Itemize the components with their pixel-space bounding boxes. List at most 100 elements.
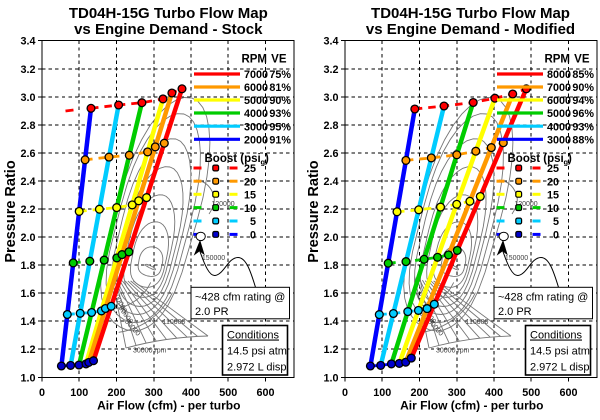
svg-text:3.2: 3.2 (20, 64, 35, 76)
svg-text:4000: 4000 (244, 108, 268, 120)
svg-text:): ) (265, 153, 269, 165)
svg-text:2.4: 2.4 (323, 176, 338, 188)
svg-text:93%: 93% (572, 121, 594, 133)
svg-text:0: 0 (250, 230, 256, 242)
svg-text:30000 rpm: 30000 rpm (133, 348, 167, 355)
svg-text:vs Engine Demand - Stock: vs Engine Demand - Stock (74, 21, 263, 38)
svg-text:81%: 81% (269, 82, 291, 94)
svg-text:30000 rpm: 30000 rpm (436, 348, 470, 355)
svg-text:1.4: 1.4 (20, 316, 35, 328)
svg-text:2.972 L disp: 2.972 L disp (227, 362, 287, 374)
svg-text:2.972 L disp: 2.972 L disp (530, 362, 590, 374)
svg-text:0: 0 (342, 387, 348, 399)
svg-text:Air Flow (cfm) - per turbo: Air Flow (cfm) - per turbo (400, 399, 543, 413)
svg-text:5: 5 (553, 216, 559, 228)
svg-text:2000: 2000 (244, 135, 268, 147)
svg-text:2.2: 2.2 (20, 204, 35, 216)
svg-text:200: 200 (107, 387, 125, 399)
svg-text:0: 0 (39, 387, 45, 399)
svg-text:1.8: 1.8 (323, 260, 338, 272)
svg-text:10: 10 (547, 203, 559, 215)
svg-text:75%: 75% (269, 69, 291, 81)
svg-text:vs Engine Demand - Modified: vs Engine Demand - Modified (366, 21, 575, 38)
svg-text:91%: 91% (269, 135, 291, 147)
svg-text:500: 500 (522, 387, 540, 399)
svg-text:20: 20 (244, 176, 256, 188)
svg-text:~428 cfm rating @: ~428 cfm rating @ (195, 292, 285, 304)
svg-text:85%: 85% (572, 69, 594, 81)
svg-text:5000: 5000 (244, 95, 268, 107)
svg-text:Boost (psi: Boost (psi (205, 153, 261, 165)
svg-text:2.2: 2.2 (323, 204, 338, 216)
svg-text:VE: VE (271, 54, 287, 66)
svg-text:g: g (564, 158, 569, 167)
svg-text:): ) (568, 153, 572, 165)
svg-text:Conditions: Conditions (530, 330, 582, 342)
svg-text:7000: 7000 (547, 82, 571, 94)
svg-text:300: 300 (145, 387, 163, 399)
svg-text:4000: 4000 (547, 121, 571, 133)
svg-text:150000: 150000 (505, 255, 528, 262)
svg-text:110000: 110000 (466, 319, 489, 326)
svg-text:RPM: RPM (241, 54, 267, 66)
svg-text:3000: 3000 (547, 135, 571, 147)
svg-text:Air Flow (cfm) - per turbo: Air Flow (cfm) - per turbo (97, 399, 240, 413)
svg-text:14.5 psi atm: 14.5 psi atm (227, 346, 287, 358)
svg-text:2.6: 2.6 (323, 148, 338, 160)
svg-text:100: 100 (70, 387, 88, 399)
svg-text:VE: VE (574, 54, 590, 66)
svg-text:2.0 PR: 2.0 PR (498, 306, 532, 318)
svg-text:25: 25 (244, 163, 256, 175)
svg-text:10: 10 (244, 203, 256, 215)
svg-text:100: 100 (373, 387, 391, 399)
svg-text:~428 cfm rating @: ~428 cfm rating @ (498, 292, 588, 304)
svg-text:300: 300 (448, 387, 466, 399)
svg-text:3.0: 3.0 (20, 92, 35, 104)
svg-text:200: 200 (410, 387, 428, 399)
svg-text:1.0: 1.0 (323, 372, 338, 384)
svg-text:14.5 psi atm: 14.5 psi atm (530, 346, 590, 358)
svg-text:1.6: 1.6 (20, 288, 35, 300)
svg-text:90%: 90% (572, 82, 594, 94)
svg-text:3.2: 3.2 (323, 64, 338, 76)
svg-text:7000: 7000 (244, 69, 268, 81)
svg-text:6000: 6000 (244, 82, 268, 94)
svg-text:2.0 PR: 2.0 PR (195, 306, 229, 318)
svg-text:120000: 120000 (514, 201, 537, 208)
svg-text:25: 25 (547, 163, 559, 175)
svg-text:15: 15 (547, 190, 559, 202)
svg-text:0: 0 (553, 230, 559, 242)
svg-text:g: g (261, 158, 266, 167)
svg-text:150000: 150000 (202, 255, 225, 262)
svg-text:15: 15 (244, 190, 256, 202)
svg-text:Boost (psi: Boost (psi (508, 153, 564, 165)
svg-text:600: 600 (256, 387, 274, 399)
svg-text:1.2: 1.2 (323, 344, 338, 356)
svg-text:2.0: 2.0 (20, 232, 35, 244)
svg-text:3000: 3000 (244, 121, 268, 133)
svg-text:Conditions: Conditions (227, 330, 279, 342)
svg-text:3.4: 3.4 (323, 36, 338, 48)
svg-text:2.8: 2.8 (20, 120, 35, 132)
svg-text:94%: 94% (572, 95, 594, 107)
svg-text:1.8: 1.8 (20, 260, 35, 272)
svg-text:8000: 8000 (547, 69, 571, 81)
svg-text:TD04H-15G Turbo Flow Map: TD04H-15G Turbo Flow Map (371, 5, 570, 22)
svg-text:500: 500 (219, 387, 237, 399)
svg-text:88%: 88% (572, 135, 594, 147)
svg-text:600: 600 (559, 387, 577, 399)
svg-text:400: 400 (485, 387, 503, 399)
svg-text:1.0: 1.0 (20, 372, 35, 384)
svg-text:6000: 6000 (547, 95, 571, 107)
svg-text:5000: 5000 (547, 108, 571, 120)
svg-text:95%: 95% (269, 121, 291, 133)
svg-text:110000: 110000 (163, 319, 186, 326)
svg-text:5: 5 (250, 216, 256, 228)
svg-text:2.0: 2.0 (323, 232, 338, 244)
svg-text:2.8: 2.8 (323, 120, 338, 132)
svg-text:RPM: RPM (544, 54, 570, 66)
svg-text:90%: 90% (269, 95, 291, 107)
svg-text:400: 400 (182, 387, 200, 399)
svg-text:2.6: 2.6 (20, 148, 35, 160)
svg-text:2.4: 2.4 (20, 176, 35, 188)
